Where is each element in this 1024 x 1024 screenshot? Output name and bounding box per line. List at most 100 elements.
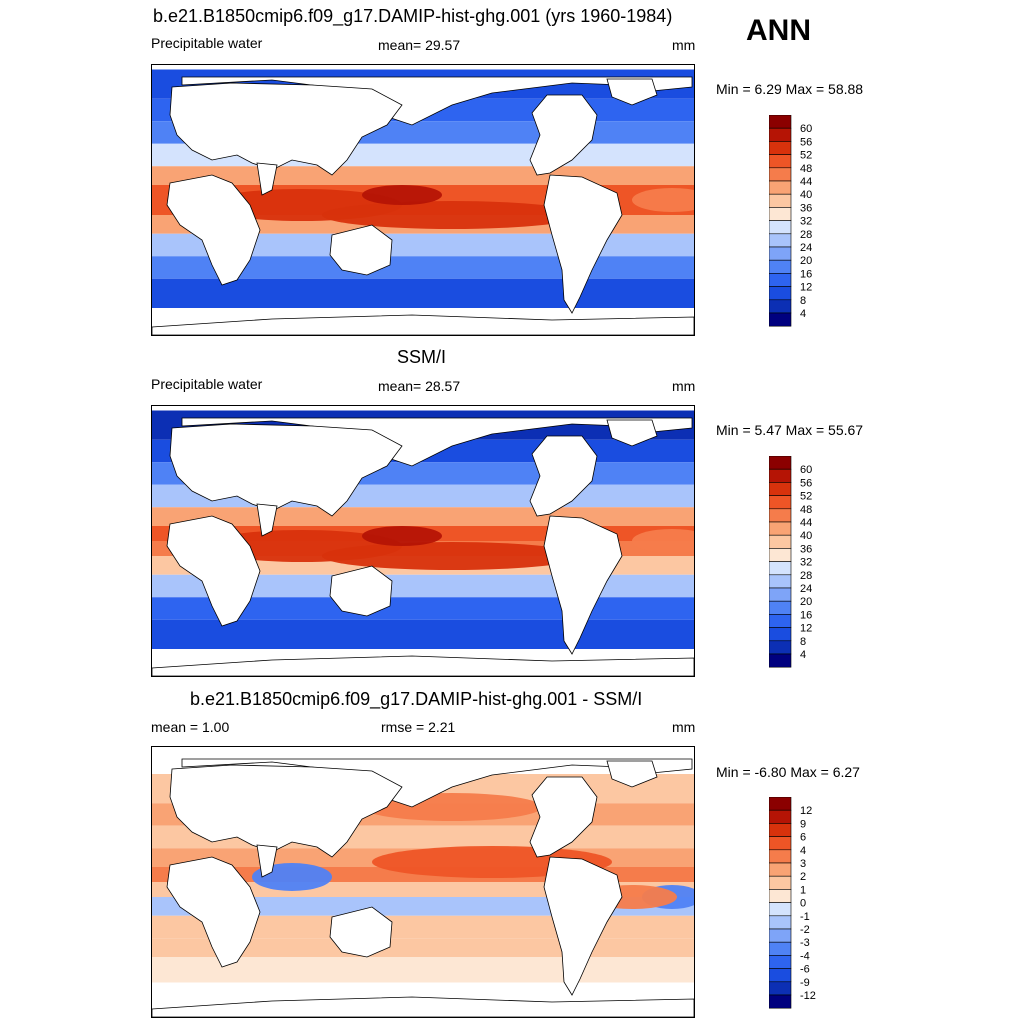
panel3-left-label: mean = 1.00: [151, 719, 230, 735]
panel3-title: b.e21.B1850cmip6.f09_g17.DAMIP-hist-ghg.…: [190, 689, 643, 709]
colorbar-box: [769, 809, 792, 824]
colorbar-box: [769, 154, 792, 169]
colorbar-tick-label: 36: [800, 543, 812, 555]
colorbar-tick-label: 3: [800, 858, 806, 870]
colorbar-tick-label: -12: [800, 990, 816, 1002]
map-field-feature: [362, 526, 442, 546]
continent-outline: [606, 78, 658, 106]
colorbar-tick-label: -9: [800, 977, 810, 989]
colorbar-tick-label: -6: [800, 964, 810, 976]
colorbar-tick-label: 6: [800, 832, 806, 844]
colorbar-tick-label: 12: [800, 623, 812, 635]
panel2-left-label: Precipitable water: [151, 376, 263, 392]
colorbar-tick-label: 16: [800, 268, 812, 280]
panel1-map-field: [152, 69, 694, 335]
colorbar-box: [769, 246, 792, 261]
colorbar-tick-label: 48: [800, 504, 812, 516]
panel1-left-label: Precipitable water: [151, 35, 263, 51]
panel3-map-field: [152, 758, 694, 1017]
colorbar-tick-label: 20: [800, 596, 812, 608]
colorbar-box: [769, 193, 792, 208]
panel1-colorbar: 60 56 52 48 44 40 36 32 28 24 20 16 12 8 4: [769, 115, 829, 330]
colorbar-tick-label: 4: [800, 308, 806, 320]
colorbar-box: [769, 875, 792, 890]
colorbar-box: [769, 299, 792, 314]
continent-outline: [543, 515, 623, 655]
colorbar-box: [769, 561, 792, 576]
colorbar-box: [769, 797, 792, 811]
colorbar-box: [769, 627, 792, 642]
colorbar-box: [769, 849, 792, 864]
continent-outline: [329, 906, 393, 958]
colorbar-tick-label: 4: [800, 649, 806, 661]
colorbar-box: [769, 587, 792, 602]
colorbar-box: [769, 233, 792, 248]
colorbar-tick-label: 60: [800, 123, 812, 135]
continent-outline: [169, 764, 403, 858]
map-band: [152, 619, 694, 649]
panel3-center-label: rmse = 2.21: [381, 719, 456, 735]
panel2-map-field: [152, 410, 694, 676]
colorbar-box: [769, 167, 792, 182]
panel2-center-label: mean= 28.57: [378, 378, 461, 394]
panel1-center-label: mean= 29.57: [378, 37, 461, 53]
colorbar-tick-label: 20: [800, 255, 812, 267]
panel2-colorbar: 60 56 52 48 44 40 36 32 28 24 20 16 12 8 4: [769, 456, 829, 671]
colorbar-tick-label: 60: [800, 464, 812, 476]
colorbar-tick-label: -4: [800, 950, 810, 962]
continent-outline: [529, 435, 598, 517]
colorbar-box: [769, 994, 792, 1009]
colorbar-box: [769, 141, 792, 155]
colorbar-tick-label: 40: [800, 530, 812, 542]
map-band: [152, 957, 694, 983]
colorbar-tick-label: 16: [800, 609, 812, 621]
colorbar-tick-label: -1: [800, 911, 810, 923]
panel3-map: [151, 746, 695, 1018]
colorbar-box: [769, 653, 792, 668]
colorbar-box: [769, 836, 792, 851]
colorbar-tick-label: 8: [800, 295, 806, 307]
colorbar-box: [769, 955, 792, 969]
colorbar-tick-label: 8: [800, 636, 806, 648]
map-field-feature: [322, 542, 582, 570]
continent-outline: [543, 856, 623, 996]
colorbar-box: [769, 600, 792, 615]
colorbar-box: [769, 915, 792, 930]
season-label: ANN: [746, 14, 811, 47]
colorbar-box: [769, 127, 792, 142]
colorbar-box: [769, 456, 792, 470]
colorbar-tick-label: 48: [800, 163, 812, 175]
continent-outline: [166, 515, 261, 627]
continent-outline: [606, 760, 658, 788]
colorbar-tick-label: 52: [800, 491, 812, 503]
colorbar-tick-label: 4: [800, 845, 806, 857]
panel1-map: [151, 64, 695, 336]
colorbar-box: [769, 941, 792, 956]
colorbar-tick-label: 1: [800, 884, 806, 896]
map-band: [152, 938, 694, 957]
map-band: [152, 256, 694, 279]
colorbar-box: [769, 220, 792, 235]
map-band: [152, 597, 694, 620]
panel3-colorbar: 12 9 6 4 3 2 1 0 -1 -2 -3 -4 -6 -9 -12: [769, 797, 829, 1012]
continent-outline: [329, 224, 393, 276]
colorbar-box: [769, 640, 792, 655]
colorbar-tick-label: 12: [800, 282, 812, 294]
panel3-minmax: Min = -6.80 Max = 6.27: [716, 764, 860, 780]
continent-outline: [529, 94, 598, 176]
map-field-feature: [632, 188, 694, 212]
colorbar-box: [769, 508, 792, 523]
colorbar-tick-label: 56: [800, 136, 812, 148]
colorbar-tick-label: 44: [800, 176, 812, 188]
colorbar-box: [769, 468, 792, 483]
colorbar-tick-label: 12: [800, 805, 812, 817]
colorbar-tick-label: 56: [800, 477, 812, 489]
colorbar-box: [769, 823, 792, 837]
continent-outline: [606, 419, 658, 447]
colorbar-box: [769, 115, 792, 129]
continent-outline: [543, 174, 623, 314]
continent-outline: [166, 856, 261, 968]
continent-outline: [256, 844, 278, 878]
colorbar-box: [769, 273, 792, 287]
map-band: [152, 278, 694, 308]
